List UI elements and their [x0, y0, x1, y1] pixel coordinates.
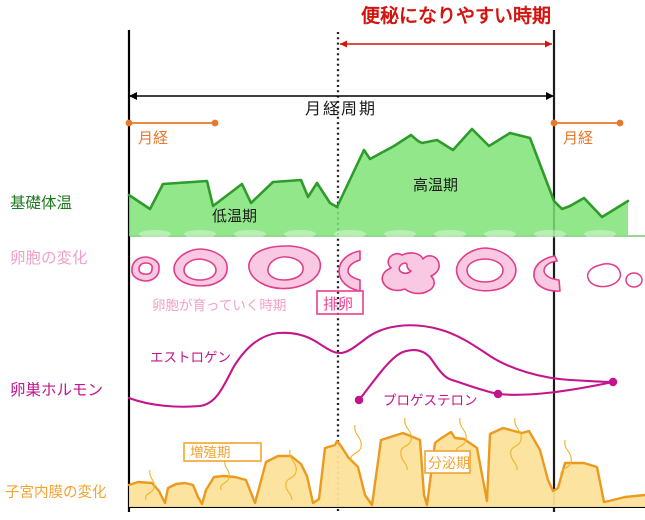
svg-text:基礎体温: 基礎体温: [10, 194, 72, 212]
svg-text:月経: 月経: [563, 130, 593, 147]
svg-text:プロゲステロン: プロゲステロン: [383, 393, 478, 408]
svg-text:卵胞の変化: 卵胞の変化: [10, 249, 88, 267]
svg-text:排卵: 排卵: [323, 296, 353, 313]
svg-text:エストロゲン: エストロゲン: [150, 350, 231, 365]
svg-text:子宮内膜の変化: 子宮内膜の変化: [5, 484, 107, 501]
svg-text:卵巣ホルモン: 卵巣ホルモン: [10, 381, 103, 399]
svg-text:便秘になりやすい時期: 便秘になりやすい時期: [361, 4, 551, 27]
svg-text:低温期: 低温期: [212, 208, 257, 225]
svg-text:分泌期: 分泌期: [428, 455, 470, 471]
svg-text:高温期: 高温期: [413, 177, 458, 194]
svg-text:増殖期: 増殖期: [190, 444, 231, 460]
svg-text:月経周期: 月経周期: [305, 100, 377, 118]
svg-text:卵胞が育っていく時期: 卵胞が育っていく時期: [152, 298, 286, 313]
svg-text:月経: 月経: [138, 130, 168, 147]
